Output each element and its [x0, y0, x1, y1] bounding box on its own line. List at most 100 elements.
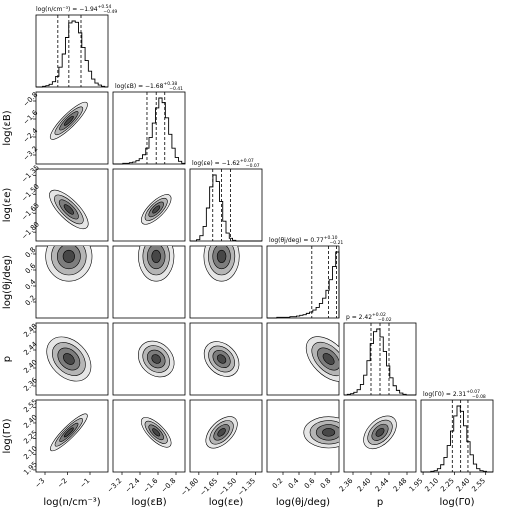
- x-tick-label: 2.40: [356, 477, 373, 494]
- y-axis-label-4: p: [2, 356, 13, 362]
- panel-4-0: 2.362.402.442.48: [22, 322, 109, 396]
- panel-1-1: [112, 91, 186, 165]
- x-tick-label: −1.50: [217, 477, 238, 498]
- x-tick-label: 2.44: [374, 476, 391, 493]
- panel-title-1: log(εB) = −1.68+0.38 −0.41: [115, 81, 183, 92]
- x-tick-label: −2: [56, 477, 69, 490]
- x-tick-label: −1: [78, 477, 91, 490]
- y-axis-label-1: log(εB): [2, 110, 13, 145]
- x-tick-label: 0.6: [303, 476, 317, 490]
- x-tick-label: −3.2: [106, 477, 124, 495]
- panel-3-3: [266, 245, 340, 319]
- contour-level-4: [63, 427, 74, 438]
- histogram-2: [190, 174, 262, 242]
- contour-level-4: [152, 205, 161, 214]
- y-axis-label-3: log(θj/deg): [2, 255, 13, 309]
- panel-3-2: [189, 245, 263, 319]
- contour-group: [138, 246, 175, 282]
- panel-4-2: [189, 322, 263, 396]
- x-tick-label: −2.4: [124, 476, 142, 494]
- contour-level-4: [63, 115, 74, 126]
- contour-level-4: [62, 249, 75, 263]
- contour-level-4: [217, 428, 226, 437]
- panel-5-5: 1.952.102.252.402.55: [408, 399, 494, 494]
- panel-3-1: [112, 245, 186, 319]
- x-tick-label: 2.40: [455, 477, 472, 494]
- contour-group: [49, 101, 88, 140]
- panel-4-4: [343, 322, 417, 396]
- contour-level-4: [375, 427, 385, 437]
- histogram-4: [344, 328, 416, 396]
- x-tick-label: 1.95: [408, 477, 425, 494]
- x-tick-label: 2.10: [423, 477, 440, 494]
- panel-0-0: [35, 14, 109, 88]
- contour-group: [141, 194, 172, 225]
- contour-level-4: [151, 249, 161, 263]
- x-tick-label: −1.6: [142, 476, 160, 494]
- panel-3-0: 0.20.40.60.8: [24, 245, 109, 319]
- contour-group: [205, 416, 238, 449]
- y-tick-label: 0.8: [24, 246, 38, 260]
- contour-group: [50, 413, 88, 452]
- panel-title-4: p = 2.42+0.02 −0.02: [346, 312, 392, 323]
- panel-4-3: [266, 322, 340, 396]
- panel-5-2: −1.80−1.65−1.50−1.35: [179, 399, 263, 498]
- x-axis-label-0: log(n/cm⁻³): [43, 497, 100, 508]
- x-tick-label: 0.2: [271, 477, 285, 491]
- panel-title-0: log(n/cm⁻³) = −1.94+0.54 −0.49: [36, 4, 117, 15]
- x-tick-label: −3: [33, 477, 46, 490]
- histogram-3: [267, 251, 340, 319]
- x-tick-label: 0.4: [287, 476, 301, 490]
- panel-2-2: [189, 168, 263, 242]
- contour-group: [137, 340, 175, 378]
- contour-level-4: [63, 204, 74, 215]
- panel-title-5: log(Γ0) = 2.31+0.07 −0.08: [423, 389, 486, 400]
- contour-group: [363, 415, 397, 450]
- x-axis-label-5: log(Γ0): [440, 497, 475, 508]
- contour-level-4: [322, 428, 336, 437]
- y-tick-label: 0.2: [24, 294, 38, 308]
- panel-frame: [35, 91, 109, 165]
- x-tick-label: 2.36: [338, 476, 355, 493]
- histogram-5: [421, 405, 493, 473]
- panel-4-1: [112, 322, 186, 396]
- contour-group: [49, 189, 89, 230]
- x-tick-label: −1.80: [179, 477, 200, 498]
- panel-5-4: 2.36 2.40 2.44 2.48: [338, 399, 417, 494]
- contour-level-4: [216, 354, 227, 364]
- contour-group: [203, 246, 240, 282]
- contour-level-4: [152, 428, 161, 437]
- contour-group: [45, 246, 93, 282]
- x-tick-label: −1.65: [198, 477, 219, 498]
- y-axis-label-5: log(Γ0): [2, 418, 13, 453]
- x-tick-label: 2.25: [439, 477, 456, 494]
- contour-group: [303, 416, 339, 449]
- contour-group: [46, 336, 92, 382]
- histogram-0: [36, 20, 108, 88]
- x-tick-label: 0.8: [319, 477, 333, 491]
- panel-2-1: [112, 168, 186, 242]
- panel-frame: [35, 14, 109, 88]
- x-tick-label: 2.55: [470, 477, 487, 494]
- contour-group: [305, 336, 339, 382]
- panel-1-0: −3.2−2.4−1.6−0.8: [22, 91, 109, 165]
- contour-level-4: [151, 354, 161, 364]
- panel-title-3: log(θj/deg) = 0.77+0.10 −0.21: [269, 235, 343, 246]
- contour-level-4: [322, 353, 335, 365]
- contour-group: [140, 417, 172, 448]
- y-axis-label-2: log(εe): [2, 188, 13, 223]
- panel-frame: [112, 168, 186, 242]
- histogram-1: [113, 97, 186, 165]
- x-axis-label-1: log(εB): [131, 497, 166, 508]
- panel-frame: [112, 91, 186, 165]
- contour-level-4: [216, 249, 227, 263]
- panel-5-1: −3.2 −2.4 −1.6 −0.8: [106, 399, 186, 495]
- x-tick-label: −0.8: [160, 477, 178, 495]
- contour-group: [203, 341, 240, 377]
- contour-level-4: [63, 353, 75, 365]
- x-tick-label: −1.35: [236, 477, 257, 498]
- x-tick-label: 2.48: [392, 477, 409, 494]
- panel-5-0: 1.952.102.252.402.55−3 −2 −1: [22, 398, 109, 490]
- x-axis-label-2: log(εe): [209, 497, 244, 508]
- panel-5-3: 0.2 0.4 0.6 0.8: [266, 399, 340, 491]
